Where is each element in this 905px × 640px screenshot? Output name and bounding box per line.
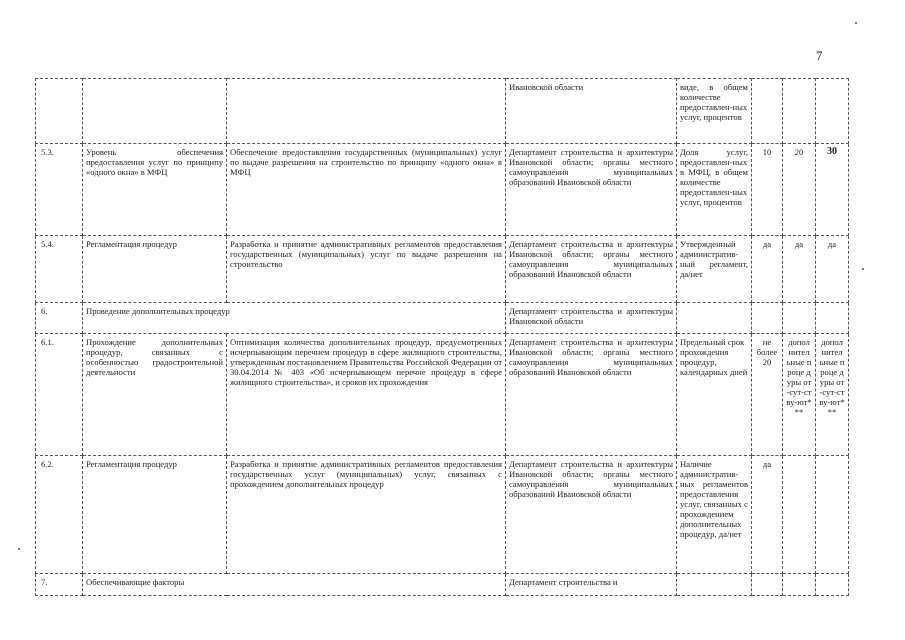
cell-responsible: Департамент строительства и архитектуры … bbox=[505, 333, 677, 456]
cell-action: Обеспечение предоставления государственн… bbox=[226, 143, 506, 236]
cell-value-2 bbox=[782, 455, 816, 574]
cell-value-3 bbox=[815, 78, 849, 144]
cell-value-1: 10 bbox=[751, 143, 783, 236]
cell-value-2: 20 bbox=[782, 143, 816, 236]
measures-table: Ивановской области виде, в общем количес… bbox=[35, 78, 849, 596]
cell-num: 5.3. bbox=[35, 143, 83, 236]
table-row: 6.1. Прохождение дополнительных процедур… bbox=[35, 333, 849, 456]
table-row: 5.4. Регламентация процедур Разработка и… bbox=[35, 235, 849, 303]
cell-name bbox=[82, 78, 227, 144]
cell-indicator: Утвержденный административ-ный регламент… bbox=[676, 235, 752, 303]
cell-indicator: Доля услуг, предоставлен-ных в МФЦ, в об… bbox=[676, 143, 752, 236]
cell-responsible: Департамент строительства и архитектуры … bbox=[505, 302, 677, 334]
cell-value-1 bbox=[751, 78, 783, 144]
table-row: 5.3. Уровень обеспечения предоставления … bbox=[35, 143, 849, 236]
table-row: 7. Обеспечивающие факторы Департамент ст… bbox=[35, 573, 849, 596]
cell-value-3: допол нител ьные проце дуры от-сут-ству-… bbox=[815, 333, 849, 456]
cell-section-title: Проведение дополнительных процедур bbox=[82, 302, 506, 334]
cell-value-3: да bbox=[815, 235, 849, 303]
scan-speck bbox=[862, 268, 864, 270]
cell-value-1: да bbox=[751, 235, 783, 303]
cell-name: Регламентация процедур bbox=[82, 235, 227, 303]
cell-responsible: Департамент строительства и архитектуры … bbox=[505, 235, 677, 303]
cell-value-1 bbox=[751, 302, 783, 334]
cell-num: 6.2. bbox=[35, 455, 83, 574]
cell-num: 7. bbox=[35, 573, 83, 596]
cell-value-2: допол нител ьные проце дуры от-сут-ству-… bbox=[782, 333, 816, 456]
cell-name: Регламентация процедур bbox=[82, 455, 227, 574]
cell-section-title: Обеспечивающие факторы bbox=[82, 573, 506, 596]
table-row: 6. Проведение дополнительных процедур Де… bbox=[35, 302, 849, 334]
cell-action: Оптимизация количества дополнительных пр… bbox=[226, 333, 506, 456]
cell-value-1: да bbox=[751, 455, 783, 574]
cell-value-2 bbox=[782, 573, 816, 596]
table-row: 6.2. Регламентация процедур Разработка и… bbox=[35, 455, 849, 574]
cell-value-1: не более 20 bbox=[751, 333, 783, 456]
cell-num bbox=[35, 78, 83, 144]
cell-value-3: 30 bbox=[815, 143, 849, 236]
cell-indicator bbox=[676, 573, 752, 596]
cell-num: 6.1. bbox=[35, 333, 83, 456]
cell-responsible: Департамент строительства и bbox=[505, 573, 677, 596]
scan-speck bbox=[18, 548, 20, 550]
cell-value-2: да bbox=[782, 235, 816, 303]
cell-responsible: Департамент строительства и архитектуры … bbox=[505, 143, 677, 236]
cell-responsible: Ивановской области bbox=[505, 78, 677, 144]
cell-action bbox=[226, 78, 506, 144]
cell-indicator bbox=[676, 302, 752, 334]
cell-action: Разработка и принятие административных р… bbox=[226, 235, 506, 303]
cell-value-2 bbox=[782, 302, 816, 334]
cell-value-1 bbox=[751, 573, 783, 596]
cell-num: 5.4. bbox=[35, 235, 83, 303]
page-number: 7 bbox=[816, 48, 823, 63]
cell-indicator: виде, в общем количестве предоставлен-ны… bbox=[676, 78, 752, 144]
cell-value-3 bbox=[815, 573, 849, 596]
cell-action: Разработка и принятие административных р… bbox=[226, 455, 506, 574]
cell-responsible: Департамент строительства и архитектуры … bbox=[505, 455, 677, 574]
cell-value-3 bbox=[815, 302, 849, 334]
scan-speck bbox=[855, 22, 857, 24]
cell-value-3 bbox=[815, 455, 849, 574]
cell-name: Уровень обеспечения предоставления услуг… bbox=[82, 143, 227, 236]
cell-name: Прохождение дополнительных процедур, свя… bbox=[82, 333, 227, 456]
table-row: Ивановской области виде, в общем количес… bbox=[35, 78, 849, 144]
cell-value-2 bbox=[782, 78, 816, 144]
cell-indicator: Предельный срок прохождения процедур, ка… bbox=[676, 333, 752, 456]
cell-num: 6. bbox=[35, 302, 83, 334]
cell-indicator: Наличие административ-ных регламентов пр… bbox=[676, 455, 752, 574]
